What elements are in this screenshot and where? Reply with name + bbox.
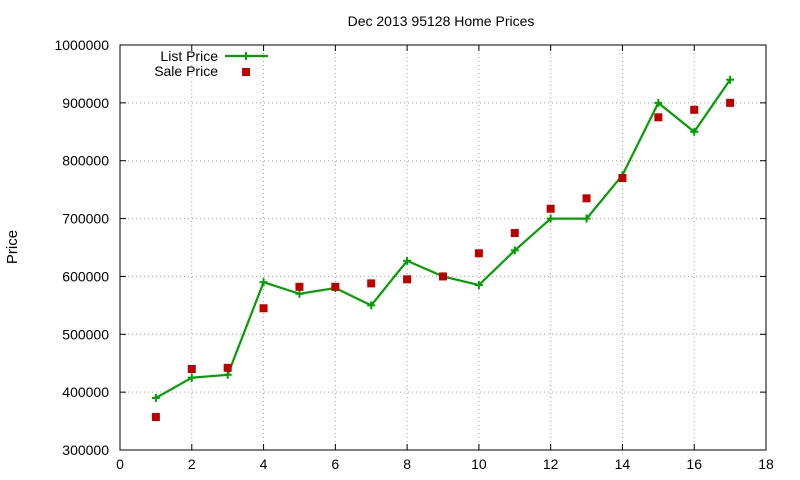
sale-price-point [151,413,160,422]
x-tick-label: 2 [188,456,196,472]
list-price-point [654,98,663,107]
sale-price-point [331,282,340,291]
x-tick-label: 8 [403,456,411,472]
y-tick-label: 900000 [62,95,109,111]
x-tick-label: 12 [543,456,559,472]
list-price-point [582,214,591,223]
sale-price-point [259,304,268,313]
list-price-point [187,373,196,382]
series-layer [151,75,735,422]
y-tick-label: 1000000 [54,37,109,53]
sale-price-point [187,365,196,373]
sale-price-point [546,204,555,213]
sale-price-point [618,174,627,183]
x-tick-label: 14 [615,456,631,472]
axes: 0 2 4 6 8 10 12 14 16 18 300000 400000 500000 600000 7… [54,37,774,472]
plot-border [119,44,767,451]
y-tick-label: 600000 [62,268,109,284]
chart-title: Dec 2013 95128 Home Prices [348,13,535,29]
y-tick-label: 300000 [62,442,109,458]
list-price-point [510,246,519,255]
legend-label-sale-price: Sale Price [154,63,218,79]
sale-price-point [726,98,735,107]
list-price-point [295,289,304,298]
list-price-point [474,281,483,290]
sale-price-point [510,229,519,238]
x-tick-label: 10 [471,456,487,472]
sale-price-point [582,194,591,203]
sale-price-point [474,249,483,258]
sale-price-point [690,105,699,114]
sale-price-point [295,282,304,291]
y-tick-label: 800000 [62,153,109,169]
sale-price-point [367,279,376,288]
x-tick-label: 0 [116,456,124,472]
x-tick-label: 16 [686,456,702,472]
y-tick-label: 500000 [62,326,109,342]
legend-swatch-list-price-marker [242,52,250,60]
sale-price-point [223,363,232,372]
legend-swatch-sale-price [242,68,250,76]
sale-price-point [403,275,412,284]
y-axis-label: Price [4,230,21,264]
list-price-point [259,278,268,287]
list-price-line [155,79,732,399]
list-price-point [690,127,699,136]
x-tick-label: 6 [331,456,339,472]
grid-lines [120,45,766,450]
list-price-point [403,256,412,265]
list-price-point [546,214,555,223]
y-tick-label: 700000 [62,211,109,227]
sale-price-point [439,272,447,281]
list-price-point [726,75,735,84]
list-price-point [151,393,160,402]
x-tick-label: 18 [758,456,774,472]
x-tick-label: 4 [260,456,268,472]
y-tick-label: 400000 [62,384,109,400]
list-price-point [367,301,376,310]
legend-label-list-price: List Price [160,48,218,64]
sale-price-point [654,113,663,122]
list-price-point [223,370,232,379]
